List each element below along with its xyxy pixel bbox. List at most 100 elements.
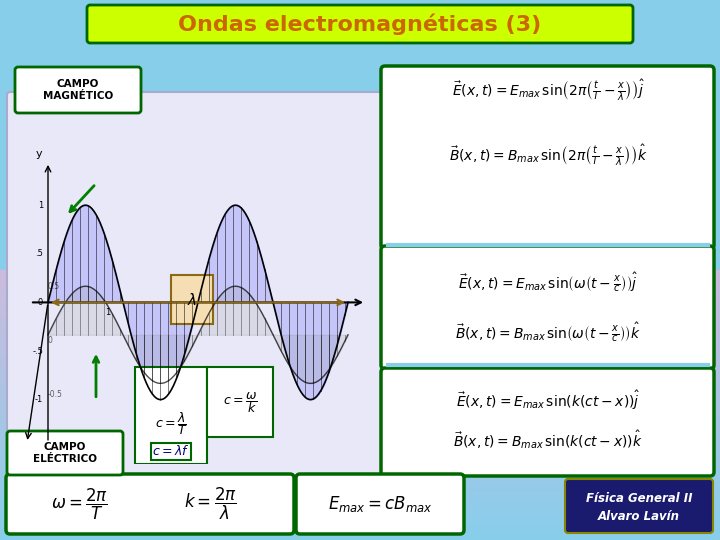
Bar bbox=[0, 451, 720, 453]
Text: -0.5: -0.5 bbox=[48, 390, 63, 399]
Bar bbox=[0, 321, 720, 322]
Bar bbox=[0, 292, 720, 293]
Bar bbox=[0, 465, 720, 467]
Bar bbox=[0, 528, 720, 529]
Bar bbox=[0, 526, 720, 528]
Bar bbox=[0, 329, 720, 330]
FancyBboxPatch shape bbox=[381, 66, 714, 249]
Bar bbox=[0, 362, 720, 363]
Bar bbox=[0, 524, 720, 525]
Bar bbox=[0, 522, 720, 524]
Bar bbox=[0, 282, 720, 284]
Bar bbox=[0, 300, 720, 301]
Bar bbox=[0, 510, 720, 512]
Bar bbox=[0, 354, 720, 355]
Bar bbox=[0, 346, 720, 347]
Bar bbox=[0, 322, 720, 324]
FancyBboxPatch shape bbox=[15, 67, 141, 113]
FancyBboxPatch shape bbox=[296, 474, 464, 534]
Bar bbox=[0, 425, 720, 427]
Bar bbox=[0, 290, 720, 292]
Text: $\vec{E}(x,t)= E_{max}\,\sin(k(ct-x))\hat{j}$: $\vec{E}(x,t)= E_{max}\,\sin(k(ct-x))\ha… bbox=[456, 388, 640, 411]
Bar bbox=[0, 351, 720, 352]
Bar bbox=[0, 325, 720, 327]
FancyBboxPatch shape bbox=[381, 368, 714, 476]
Bar bbox=[0, 370, 720, 372]
Bar bbox=[0, 389, 720, 390]
Bar bbox=[0, 328, 720, 329]
Bar bbox=[0, 287, 720, 289]
Bar bbox=[0, 525, 720, 526]
Bar bbox=[0, 494, 720, 496]
Bar bbox=[0, 317, 720, 319]
Bar bbox=[0, 303, 720, 305]
Bar bbox=[0, 273, 720, 274]
FancyBboxPatch shape bbox=[171, 275, 213, 324]
Bar bbox=[0, 430, 720, 432]
Text: $c=\dfrac{\lambda}{T}$: $c=\dfrac{\lambda}{T}$ bbox=[155, 410, 187, 437]
Bar bbox=[0, 440, 720, 442]
Bar bbox=[0, 519, 720, 521]
Bar bbox=[0, 333, 720, 335]
Bar bbox=[0, 502, 720, 503]
Bar bbox=[0, 347, 720, 348]
Bar bbox=[0, 521, 720, 523]
Bar bbox=[0, 428, 720, 429]
Text: $\vec{B}(x,t)= B_{max}\,\sin\!\left(2\pi\left(\frac{t}{T}-\frac{x}{\lambda}\righ: $\vec{B}(x,t)= B_{max}\,\sin\!\left(2\pi… bbox=[449, 142, 647, 168]
Bar bbox=[0, 513, 720, 514]
Text: CAMPO
ELÉCTRICO: CAMPO ELÉCTRICO bbox=[33, 442, 97, 464]
FancyBboxPatch shape bbox=[7, 431, 123, 475]
Bar bbox=[0, 368, 720, 370]
Text: $\vec{B}(x,t)= B_{max}\,\sin(k(ct-x))\hat{k}$: $\vec{B}(x,t)= B_{max}\,\sin(k(ct-x))\ha… bbox=[453, 429, 643, 451]
Bar bbox=[0, 276, 720, 278]
Bar bbox=[0, 417, 720, 418]
Text: $\omega=\dfrac{2\pi}{T}$: $\omega=\dfrac{2\pi}{T}$ bbox=[51, 487, 109, 522]
Bar bbox=[0, 270, 720, 271]
Bar bbox=[0, 420, 720, 421]
FancyBboxPatch shape bbox=[87, 5, 633, 43]
Bar bbox=[0, 402, 720, 403]
Bar bbox=[0, 324, 720, 325]
FancyBboxPatch shape bbox=[6, 474, 294, 534]
Text: $E_{max}=cB_{max}$: $E_{max}=cB_{max}$ bbox=[328, 494, 433, 514]
Bar bbox=[0, 500, 720, 501]
Bar bbox=[0, 386, 720, 388]
Bar bbox=[0, 306, 720, 308]
Bar bbox=[0, 508, 720, 509]
Text: $k=\dfrac{2\pi}{\lambda}$: $k=\dfrac{2\pi}{\lambda}$ bbox=[184, 486, 236, 522]
Bar bbox=[0, 533, 720, 535]
Bar bbox=[0, 383, 720, 384]
Bar bbox=[0, 355, 720, 356]
Bar bbox=[0, 467, 720, 468]
Bar bbox=[0, 340, 720, 341]
Text: Ondas electromagnéticas (3): Ondas electromagnéticas (3) bbox=[179, 14, 541, 35]
Bar bbox=[0, 367, 720, 368]
Bar bbox=[0, 271, 720, 273]
Bar bbox=[0, 348, 720, 350]
Bar bbox=[0, 506, 720, 508]
Text: 1: 1 bbox=[105, 308, 111, 318]
Bar bbox=[0, 435, 720, 436]
Bar bbox=[0, 274, 720, 275]
Bar bbox=[0, 460, 720, 462]
Bar bbox=[0, 286, 720, 287]
Bar bbox=[0, 371, 720, 373]
Bar bbox=[0, 294, 720, 295]
Bar bbox=[0, 398, 720, 400]
Bar bbox=[0, 481, 720, 482]
Bar bbox=[0, 401, 720, 402]
FancyBboxPatch shape bbox=[381, 246, 714, 369]
Bar bbox=[0, 319, 720, 320]
Bar bbox=[0, 449, 720, 451]
Text: .5: .5 bbox=[35, 249, 43, 258]
Bar bbox=[0, 518, 720, 519]
Bar bbox=[0, 392, 720, 393]
Bar bbox=[0, 339, 720, 340]
Bar bbox=[0, 360, 720, 362]
Bar bbox=[0, 478, 720, 480]
Bar bbox=[0, 432, 720, 433]
Text: $\vec{E}(x,t)= E_{max}\,\sin\!\left(2\pi\left(\frac{t}{T}-\frac{x}{\lambda}\righ: $\vec{E}(x,t)= E_{max}\,\sin\!\left(2\pi… bbox=[451, 77, 644, 103]
Bar bbox=[0, 472, 720, 474]
Bar bbox=[0, 298, 720, 300]
Bar bbox=[0, 364, 720, 366]
